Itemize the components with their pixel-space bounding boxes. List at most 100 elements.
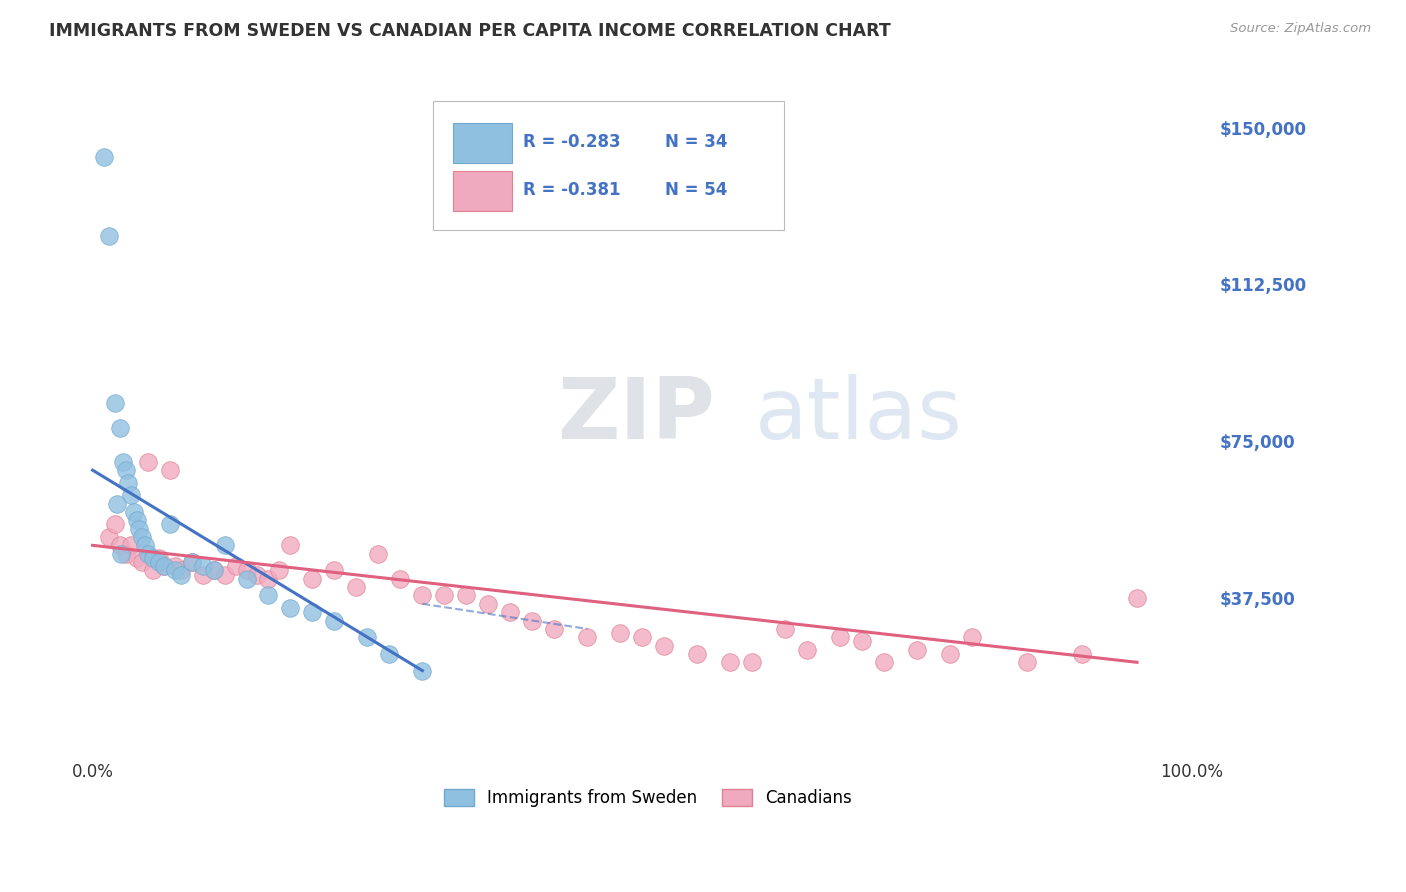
Canadians [163,559,186,574]
Canadians [269,563,291,577]
Immigrants from Sweden [125,513,148,527]
Immigrants from Sweden [280,601,302,615]
Canadians [108,538,131,552]
Canadians [159,463,181,477]
Canadians [257,572,280,586]
Immigrants from Sweden [180,555,202,569]
Canadians [652,639,675,653]
Canadians [125,550,148,565]
Canadians [103,517,125,532]
Canadians [214,567,236,582]
Canadians [301,572,323,586]
Immigrants from Sweden [202,563,225,577]
Canadians [905,642,928,657]
Canadians [114,547,136,561]
Canadians [851,634,873,648]
Canadians [191,567,214,582]
Canadians [225,559,247,574]
Canadians [830,630,852,644]
Immigrants from Sweden [131,530,153,544]
Canadians [136,455,159,469]
Immigrants from Sweden [163,563,186,577]
Immigrants from Sweden [134,538,156,552]
Canadians [609,626,631,640]
Immigrants from Sweden [124,505,146,519]
Immigrants from Sweden [128,522,150,536]
Canadians [631,630,654,644]
Immigrants from Sweden [120,488,142,502]
Canadians [411,589,433,603]
Text: atlas: atlas [755,375,963,458]
Canadians [522,614,544,628]
Immigrants from Sweden [98,229,121,244]
Canadians [235,563,257,577]
Canadians [180,555,202,569]
Canadians [796,642,818,657]
Canadians [1015,655,1038,669]
Canadians [148,550,170,565]
Canadians [120,538,142,552]
Immigrants from Sweden [112,455,135,469]
Canadians [939,647,962,661]
Immigrants from Sweden [117,475,139,490]
Immigrants from Sweden [142,550,165,565]
Canadians [346,580,368,594]
Immigrants from Sweden [136,547,159,561]
Canadians [98,530,121,544]
Canadians [741,655,763,669]
Immigrants from Sweden [169,567,191,582]
Text: IMMIGRANTS FROM SWEDEN VS CANADIAN PER CAPITA INCOME CORRELATION CHART: IMMIGRANTS FROM SWEDEN VS CANADIAN PER C… [49,22,891,40]
Canadians [142,563,165,577]
Immigrants from Sweden [301,605,323,619]
Immigrants from Sweden [257,589,280,603]
Immigrants from Sweden [159,517,181,532]
Canadians [323,563,346,577]
Canadians [169,563,191,577]
FancyBboxPatch shape [453,171,512,211]
Immigrants from Sweden [356,630,378,644]
Legend: Immigrants from Sweden, Canadians: Immigrants from Sweden, Canadians [437,782,859,814]
Text: R = -0.283: R = -0.283 [523,133,621,151]
Text: ZIP: ZIP [557,375,714,458]
Canadians [131,555,153,569]
Canadians [576,630,599,644]
Text: Source: ZipAtlas.com: Source: ZipAtlas.com [1230,22,1371,36]
Immigrants from Sweden [235,572,257,586]
Canadians [873,655,896,669]
Canadians [367,547,389,561]
Canadians [1071,647,1094,661]
Canadians [718,655,741,669]
Immigrants from Sweden [110,547,132,561]
Immigrants from Sweden [214,538,236,552]
Canadians [543,622,565,636]
Immigrants from Sweden [105,497,128,511]
Text: N = 54: N = 54 [665,181,727,200]
Canadians [389,572,412,586]
Immigrants from Sweden [323,614,346,628]
Canadians [1126,591,1149,605]
Text: N = 34: N = 34 [665,133,727,151]
Immigrants from Sweden [103,396,125,410]
Immigrants from Sweden [191,559,214,574]
Canadians [456,589,478,603]
FancyBboxPatch shape [433,101,783,230]
Text: R = -0.381: R = -0.381 [523,181,620,200]
Canadians [499,605,522,619]
Canadians [773,622,796,636]
Immigrants from Sweden [93,150,115,164]
Immigrants from Sweden [411,664,433,678]
Canadians [433,589,456,603]
Immigrants from Sweden [378,647,401,661]
Canadians [280,538,302,552]
Immigrants from Sweden [108,421,131,435]
Canadians [960,630,983,644]
Canadians [477,597,499,611]
FancyBboxPatch shape [453,123,512,163]
Canadians [202,563,225,577]
Canadians [246,567,269,582]
Immigrants from Sweden [114,463,136,477]
Immigrants from Sweden [153,559,176,574]
Canadians [686,647,709,661]
Immigrants from Sweden [148,555,170,569]
Canadians [153,559,176,574]
